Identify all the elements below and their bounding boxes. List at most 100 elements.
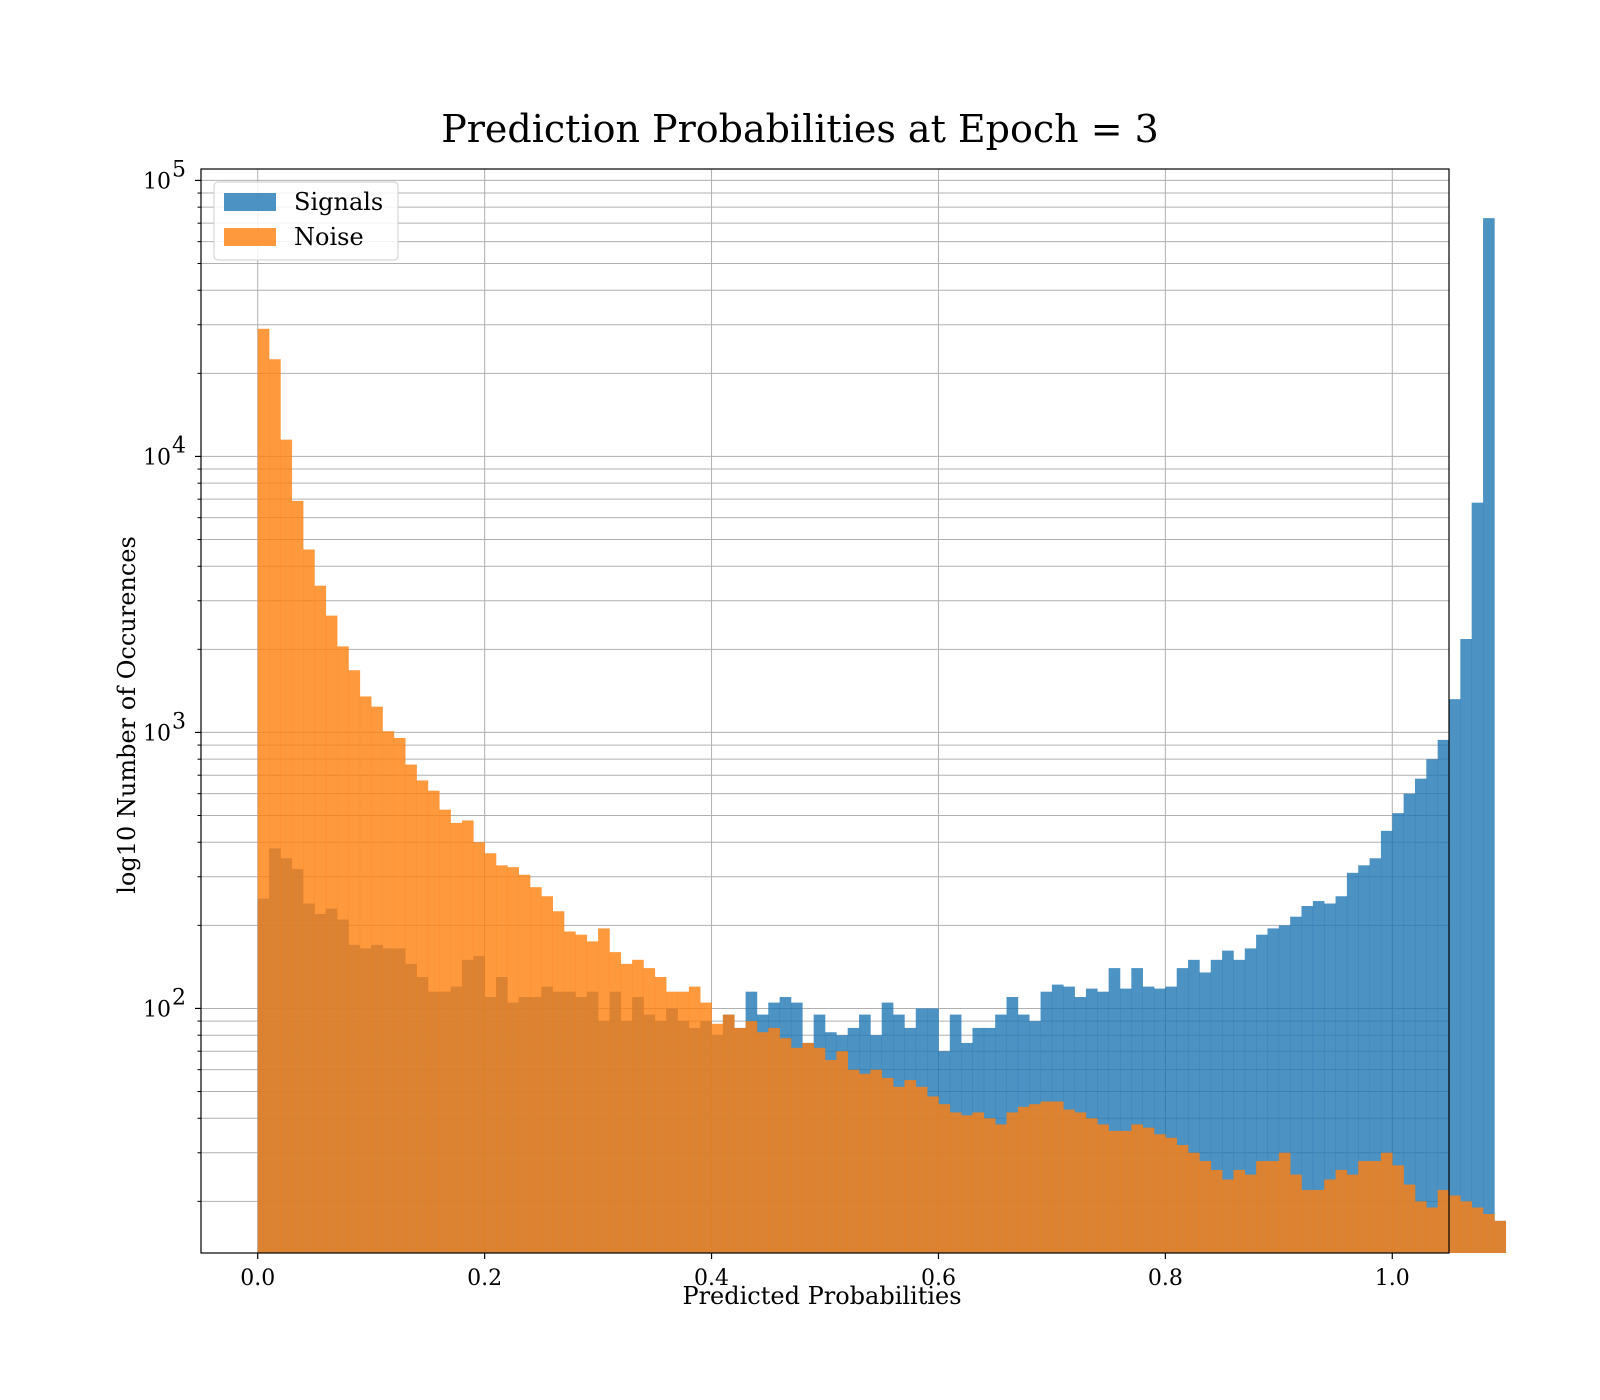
bar-noise (983, 1118, 996, 1253)
bar-noise (643, 968, 656, 1253)
bar-noise (1312, 1189, 1325, 1253)
bar-noise (1142, 1127, 1155, 1253)
bar-noise (348, 670, 361, 1253)
bar-noise (632, 959, 644, 1253)
bar-noise (722, 1014, 735, 1253)
bar-noise (756, 1032, 769, 1253)
y-tick-label: 10 (143, 445, 171, 470)
bar-signals (1097, 991, 1109, 1253)
bar-signals (1256, 934, 1268, 1253)
bar-noise (1324, 1179, 1336, 1253)
bar-noise (949, 1112, 962, 1253)
bar-noise (575, 934, 588, 1253)
bar-noise (1074, 1112, 1087, 1253)
bar-noise (439, 809, 451, 1253)
bar-noise (1290, 1174, 1302, 1253)
bar-noise (1278, 1152, 1291, 1253)
bar-noise (461, 820, 474, 1253)
bar-noise (1108, 1130, 1121, 1253)
bar-signals (1233, 959, 1246, 1253)
bar-noise (836, 1051, 848, 1253)
bar-noise (359, 696, 372, 1253)
bar-signals (1346, 872, 1359, 1253)
bar-signals (1108, 968, 1121, 1253)
bar-noise (518, 874, 531, 1253)
bar-noise (1471, 1207, 1484, 1253)
bar-noise (1188, 1152, 1200, 1253)
bar-noise (1051, 1101, 1064, 1253)
x-tick-label: 0.8 (1148, 1266, 1183, 1291)
bar-signals (1210, 959, 1223, 1253)
bar-noise (893, 1086, 905, 1253)
y-tick-exponent: 2 (172, 985, 186, 1010)
bar-noise (802, 1042, 814, 1253)
bar-signals (1222, 950, 1234, 1253)
bar-signals (1471, 502, 1484, 1253)
bar-signals (1358, 865, 1370, 1253)
legend-swatch-noise (224, 228, 276, 246)
bar-signals (1142, 986, 1155, 1253)
bar-noise (700, 1002, 712, 1253)
bar-noise (564, 931, 576, 1253)
bar-signals (1199, 972, 1212, 1253)
bar-noise (711, 1023, 724, 1253)
bar-noise (790, 1047, 803, 1253)
bar-noise (734, 1027, 746, 1253)
bar-signals (1278, 925, 1291, 1253)
x-tick-label: 0.4 (694, 1266, 729, 1291)
bar-noise (1369, 1161, 1382, 1253)
bar-noise (484, 853, 497, 1253)
y-tick-label: 10 (143, 721, 171, 746)
bar-noise (1222, 1179, 1234, 1253)
bar-noise (1392, 1165, 1404, 1253)
bar-noise (1483, 1213, 1495, 1253)
bar-noise (416, 780, 429, 1253)
bar-noise (688, 986, 701, 1253)
y-tick-label: 10 (143, 997, 171, 1022)
bar-noise (1358, 1161, 1370, 1253)
bar-noise (1210, 1169, 1223, 1253)
bar-noise (269, 359, 281, 1254)
bar-signals (1403, 793, 1416, 1253)
bar-signals (1460, 639, 1472, 1253)
bar-signals (1335, 896, 1348, 1253)
bar-signals (1437, 739, 1450, 1253)
bar-noise (859, 1073, 871, 1253)
legend-swatch-signals (224, 193, 276, 211)
x-tick-label: 0.2 (467, 1266, 502, 1291)
bar-noise (927, 1096, 939, 1253)
bar-noise (1426, 1207, 1438, 1253)
bar-noise (1256, 1161, 1268, 1253)
legend-label-noise: Noise (294, 223, 364, 251)
bar-noise (280, 439, 293, 1254)
bar-noise (1267, 1161, 1280, 1253)
bar-signals (1414, 778, 1427, 1253)
bar-noise (1154, 1134, 1166, 1253)
y-tick-exponent: 3 (172, 709, 186, 734)
bar-noise (961, 1115, 973, 1253)
bar-noise (881, 1077, 894, 1253)
bar-noise (552, 911, 565, 1253)
bar-noise (654, 976, 667, 1253)
bar-noise (609, 952, 622, 1253)
bar-noise (1097, 1124, 1109, 1253)
bar-noise (666, 991, 678, 1253)
bar-noise (382, 731, 395, 1253)
bar-signals (1165, 986, 1178, 1253)
bar-signals (1392, 813, 1404, 1253)
bar-noise (291, 500, 304, 1253)
bar-noise (257, 328, 270, 1254)
bar-noise (1040, 1101, 1053, 1253)
bar-noise (1380, 1152, 1393, 1253)
bar-signals (1426, 759, 1438, 1253)
series-noise (257, 328, 1507, 1254)
bar-noise (1119, 1130, 1132, 1253)
bar-noise (813, 1047, 826, 1253)
bar-noise (314, 585, 327, 1253)
x-tick-label: 1.0 (1375, 1266, 1410, 1291)
bar-noise (779, 1038, 792, 1253)
y-tick-exponent: 5 (172, 157, 186, 182)
bar-signals (1380, 830, 1393, 1253)
